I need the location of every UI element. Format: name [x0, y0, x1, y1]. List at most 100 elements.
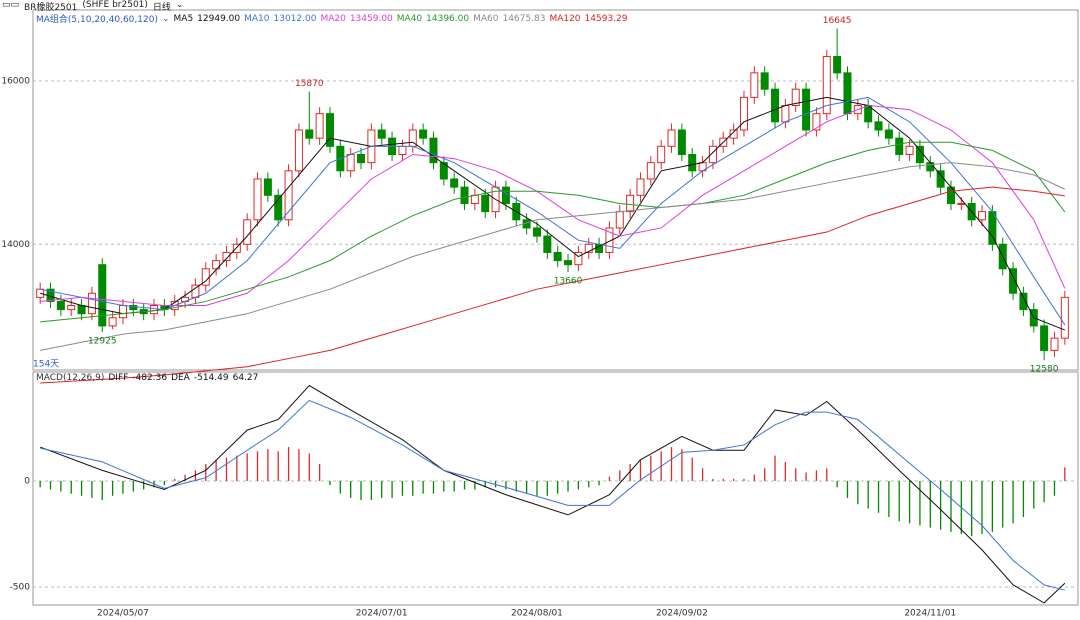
candle-body — [481, 194, 490, 213]
candle-body — [470, 194, 479, 204]
legend-name: MA5 — [173, 13, 194, 24]
candle-body — [87, 292, 96, 315]
candle-body — [553, 251, 562, 262]
candle-body — [232, 243, 241, 253]
low-annotation: 12925 — [88, 337, 117, 347]
candle-body — [905, 145, 914, 155]
legend-value: 14396.00 — [426, 13, 470, 24]
candle-body — [67, 305, 76, 311]
candle-body — [305, 129, 314, 139]
candle-body — [615, 211, 624, 229]
candle-body — [274, 194, 283, 221]
chevron[interactable]: ⌄ — [175, 0, 184, 10]
legend-name: DIFF — [108, 373, 129, 383]
macd-legend: MACD(12,26,9) DIFF -482.36 DEA -514.49 64.27 — [36, 373, 258, 383]
high-annotation: 16645 — [823, 16, 852, 26]
candle-body — [729, 129, 738, 139]
candle-body — [532, 227, 541, 237]
legend-name: MA10 — [244, 13, 270, 24]
icon[interactable]: ▭▭ — [2, 0, 20, 10]
ma-line — [40, 141, 1066, 323]
candle-body — [739, 96, 748, 131]
candle-body — [108, 317, 117, 327]
candle-body — [398, 145, 407, 155]
ma-line — [40, 96, 1066, 331]
candle-body — [77, 305, 86, 315]
legend-value: -514.49 — [193, 373, 229, 383]
candle-body — [978, 211, 987, 221]
candle-body — [357, 153, 366, 164]
symbol[interactable]: BR橡胶2501 — [24, 3, 78, 13]
price-frame — [32, 9, 1079, 371]
legend-name: MA120 — [549, 13, 581, 24]
chevron[interactable]: ⌄ — [161, 13, 170, 24]
candle-body — [957, 202, 966, 205]
candle-body — [822, 56, 831, 115]
period[interactable]: 日线 — [152, 3, 171, 13]
candle-body — [439, 162, 448, 180]
candle-body — [1050, 337, 1059, 351]
legend-name: MA40 — [396, 13, 423, 24]
candle-body — [222, 251, 231, 262]
candle-body — [915, 145, 924, 164]
candle-body — [56, 300, 65, 311]
candle-body — [1040, 325, 1049, 351]
ma-line — [40, 96, 1066, 326]
legend-name: MA60 — [473, 13, 499, 24]
ma-line — [40, 105, 1066, 307]
candle-body — [325, 113, 334, 147]
x-tick-label: 2024/09/02 — [656, 609, 708, 619]
candle-body — [926, 162, 935, 172]
candle-body — [781, 105, 790, 123]
candle-body — [263, 178, 272, 196]
high-annotation: 15870 — [295, 79, 324, 89]
candle-body — [884, 129, 893, 139]
candle-body — [429, 137, 438, 164]
candle-body — [843, 72, 852, 115]
legend-value: 14593.29 — [584, 13, 628, 24]
candle-body — [450, 178, 459, 188]
candle-body — [543, 235, 552, 253]
y-tick-label: -500 — [10, 582, 31, 592]
candle-body — [377, 129, 386, 139]
candle-body — [212, 260, 221, 270]
macd-title[interactable]: MACD(12,26,9) — [36, 373, 105, 383]
candle-body — [253, 178, 262, 221]
candle-body — [677, 129, 686, 155]
candle-body — [1060, 296, 1069, 339]
ma-title[interactable]: MA组合(5,10,20,40,60,120) — [36, 15, 158, 25]
candle-body — [833, 56, 842, 74]
ma-line — [40, 162, 1066, 351]
candle-body — [688, 153, 697, 172]
toolbar[interactable]: ▭▭ BR橡胶2501 (SHFE br2501) 日线 ⌄ — [2, 0, 183, 13]
candle-body — [874, 121, 883, 131]
y-tick-label: 14000 — [1, 240, 30, 250]
candle-body — [346, 153, 355, 172]
x-tick-label: 2024/11/01 — [904, 609, 956, 619]
candle-body — [584, 243, 593, 253]
legend-value: 64.27 — [232, 373, 259, 383]
y-tick-label: 0 — [24, 476, 30, 486]
legend-value: 14675.83 — [502, 13, 546, 24]
candle-body — [284, 170, 293, 221]
legend-value: 12949.00 — [197, 13, 241, 24]
x-tick-label: 2024/07/01 — [356, 609, 408, 619]
candle-body — [564, 260, 573, 266]
legend-name: DEA — [171, 373, 190, 383]
candle-body — [605, 227, 614, 253]
candle-body — [657, 145, 666, 164]
x-tick-label: 2024/08/01 — [511, 609, 563, 619]
candle-body — [936, 170, 945, 188]
period-label: 154天 — [33, 360, 59, 370]
candle-body — [1019, 292, 1028, 311]
legend-value: -482.36 — [132, 373, 168, 383]
candle-body — [760, 72, 769, 90]
candle-body — [98, 264, 107, 327]
candle-body — [501, 186, 510, 204]
candle-body — [636, 178, 645, 196]
candle-body — [626, 194, 635, 213]
ma-legend: MA组合(5,10,20,40,60,120) ⌄ MA5 12949.00 MA10… — [36, 12, 628, 26]
candle-body — [460, 186, 469, 204]
y-tick-label: 16000 — [1, 77, 30, 87]
